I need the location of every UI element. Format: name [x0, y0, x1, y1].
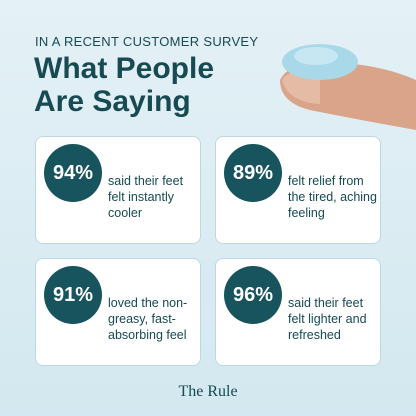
stat-card: 94% said their feet felt instantly cooler — [35, 136, 201, 244]
stat-value: 91% — [44, 266, 102, 324]
title: What People Are Saying — [34, 52, 214, 118]
stat-text: loved the non-greasy, fast-absorbing fee… — [108, 296, 188, 342]
stat-card: 89% felt relief from the tired, aching fe… — [215, 136, 381, 244]
stat-value: 94% — [44, 144, 102, 202]
stat-card: 91% loved the non-greasy, fast-absorbing … — [35, 258, 201, 366]
stat-value: 89% — [224, 144, 282, 202]
title-line: Are Saying — [34, 85, 191, 118]
title-line: What People — [34, 52, 215, 85]
stat-text: felt relief from the tired, aching feeli… — [288, 174, 377, 220]
kicker: IN A RECENT CUSTOMER SURVEY — [35, 34, 259, 49]
stat-card: 96% said their feet felt lighter and refr… — [215, 258, 381, 366]
stat-text: said their feet felt instantly cooler — [108, 174, 184, 220]
brand: The Rule — [178, 383, 238, 400]
stat-text: said their feet felt lighter and refresh… — [288, 296, 367, 342]
finger-illustration — [280, 44, 416, 130]
stat-value: 96% — [224, 266, 282, 324]
